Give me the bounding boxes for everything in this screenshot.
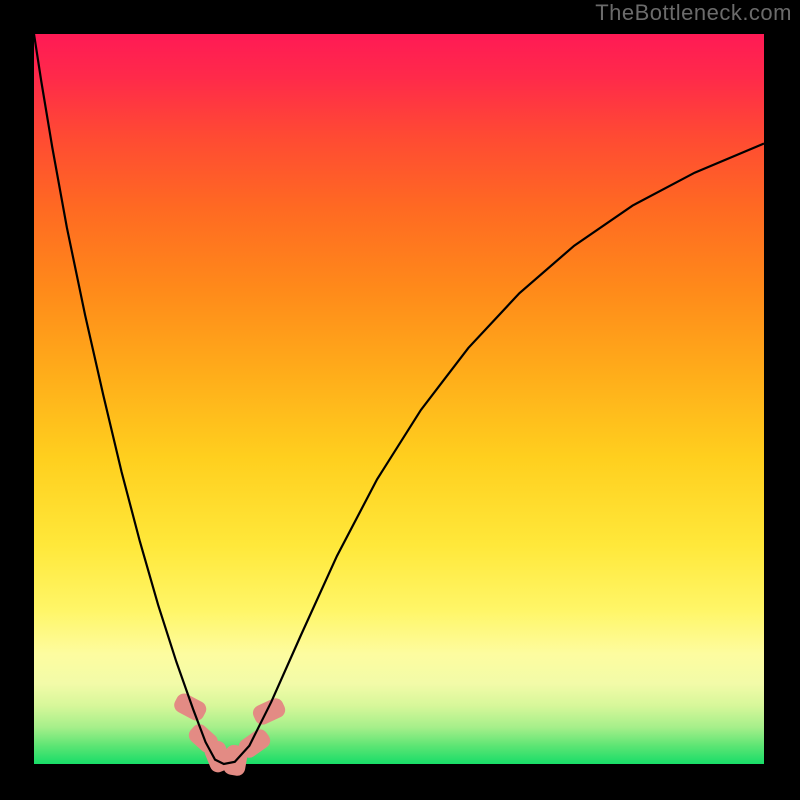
bottleneck-chart-svg: [0, 0, 800, 800]
bottleneck-chart-root: TheBottleneck.com: [0, 0, 800, 800]
watermark-text: TheBottleneck.com: [595, 0, 792, 26]
chart-plot-area: [34, 34, 764, 764]
